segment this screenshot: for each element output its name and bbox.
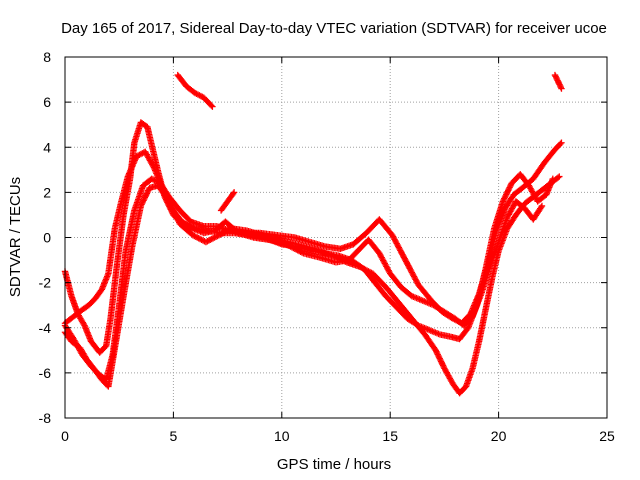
data-point [298,249,306,256]
y-axis-title: SDTVAR / TECUs [7,177,24,297]
y-tick-label: 6 [43,94,51,110]
data-point [80,320,87,328]
data-point [558,85,565,92]
data-point [558,139,565,146]
data-point [557,140,564,148]
y-tick-label: 0 [43,230,51,246]
x-tick-label: 20 [491,428,507,444]
data-point [209,103,216,110]
grid-lines [65,57,607,418]
x-tick-label: 5 [170,428,178,444]
y-tick-label: 4 [43,139,51,155]
y-tick-label: -6 [39,365,52,381]
y-tick-label: 2 [43,184,51,200]
data-point [537,204,545,211]
series-track-c [61,173,563,397]
data-point [556,173,563,180]
data-point [554,174,562,181]
data-point [208,102,215,109]
x-tick-label: 10 [274,428,290,444]
series-track-d [61,148,546,329]
data-point [440,363,447,371]
chart-title: Day 165 of 2017, Sidereal Day-to-day VTE… [61,20,607,37]
data-point [538,202,546,210]
data-point [149,162,157,170]
data-point [229,190,237,197]
y-tick-label: -8 [39,410,52,426]
x-tick-label: 25 [599,428,615,444]
series-track-e [174,71,216,110]
data-point [230,189,238,196]
x-tick-label: 15 [382,428,398,444]
y-tick-label: -4 [39,320,52,336]
axis-ticks: 0 5 10 15 20 25 -8 -6 -4 -2 0 2 4 6 8 [39,49,615,444]
x-tick-label: 0 [61,428,69,444]
x-axis-title: GPS time / hours [277,456,391,473]
data-points [61,71,565,397]
series-track-f [551,71,565,92]
series-track-g [217,189,238,214]
y-tick-label: -2 [39,275,52,291]
y-tick-label: 8 [43,49,51,65]
